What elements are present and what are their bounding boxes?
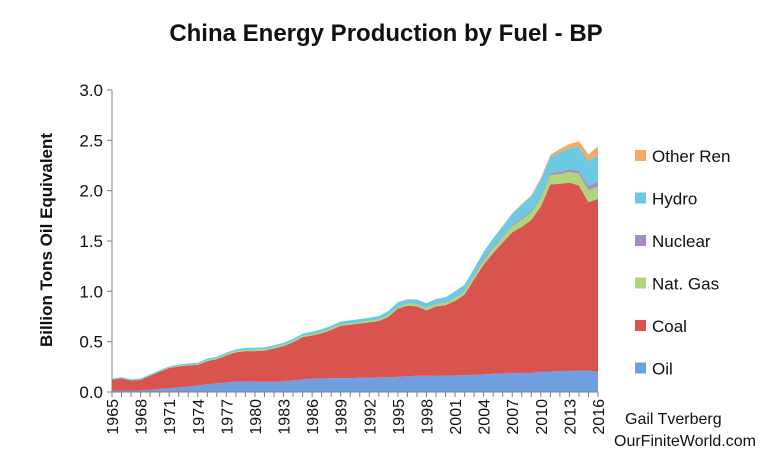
x-tick-label: 1974 [191,399,208,435]
y-axis-title: Billion Tons Oil Equivalent [37,133,56,347]
chart-title: China Energy Production by Fuel - BP [169,20,603,47]
area-series-group [112,141,598,392]
x-tick-label: 1995 [391,399,408,435]
area-coal [112,182,598,391]
y-tick-label: 0.0 [79,383,103,402]
area-oil [112,370,598,392]
x-tick-label: 1980 [248,399,265,435]
y-tick-label: 0.5 [79,333,103,352]
x-tick-label: 1977 [219,399,236,435]
y-tick-label: 2.5 [79,131,103,150]
y-tick-label: 1.5 [79,232,103,251]
area-hydro [112,146,598,381]
x-tick-label: 1983 [277,399,294,435]
credit-website: OurFiniteWorld.com [614,433,756,450]
x-tick-label: 1965 [105,399,122,435]
x-tick-label: 1968 [134,399,151,435]
x-tick-label: 2010 [534,399,551,435]
legend-swatch-nuclear [635,235,646,246]
legend-label-hydro: Hydro [652,190,697,209]
legend-label-oil: Oil [652,360,673,379]
y-tick-label: 2.0 [79,182,103,201]
legend-label-nat-gas: Nat. Gas [652,275,719,294]
x-tick-label: 2016 [591,399,608,435]
y-tick-label: 1.0 [79,282,103,301]
x-tick-label: 1998 [419,399,436,435]
y-tick-label: 3.0 [79,81,103,100]
legend-label-other-ren: Other Ren [652,147,730,166]
x-tick-label: 2001 [448,399,465,435]
legend-swatch-coal [635,320,646,331]
legend-swatch-nat-gas [635,277,646,289]
legend-swatch-other-ren [635,150,646,161]
x-tick-label: 2007 [505,399,522,435]
x-tick-label: 1992 [362,399,379,435]
y-axis-ticks: 0.0 0.5 1.0 1.5 2.0 2.5 3.0 [79,81,112,402]
x-axis-ticks: 1965 1968 1971 1974 1977 1980 1983 1986 1989 1992… [105,392,608,435]
x-tick-label: 2004 [477,399,494,435]
credit-author: Gail Tverberg [625,411,722,428]
x-tick-label: 2013 [562,399,579,435]
x-tick-label: 1986 [305,399,322,435]
x-tick-label: 1971 [162,399,179,435]
legend-swatch-hydro [635,192,646,204]
legend-swatch-oil [635,362,646,374]
legend: Other Ren Hydro Nuclear Nat. Gas Coal Oil [635,147,730,379]
x-tick-label: 1989 [334,399,351,435]
legend-label-coal: Coal [652,317,687,336]
legend-label-nuclear: Nuclear [652,232,711,251]
